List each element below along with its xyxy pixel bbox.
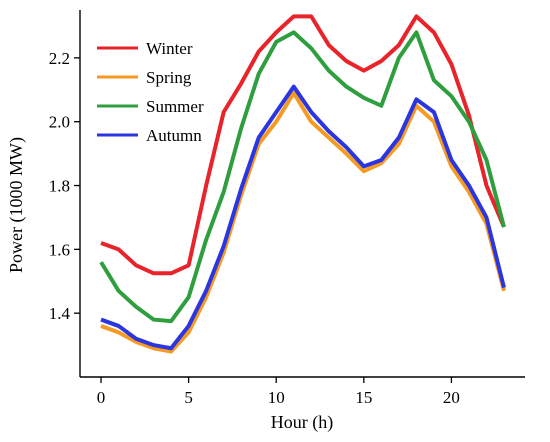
x-tick-label: 5 bbox=[184, 388, 193, 407]
series-line-spring bbox=[100, 90, 506, 354]
legend-label-autumn: Autumn bbox=[146, 126, 202, 145]
plot-area bbox=[99, 14, 506, 354]
series-line-autumn bbox=[100, 84, 506, 351]
axes: 0 5 10 15 20 1.4 1.6 1.8 2.0 2.2 bbox=[49, 10, 525, 407]
x-tick-label: 15 bbox=[355, 388, 372, 407]
series-line-summer bbox=[99, 30, 506, 324]
x-tick-label: 0 bbox=[97, 388, 106, 407]
y-axis-title: Power (1000 MW) bbox=[6, 137, 27, 273]
legend-label-spring: Spring bbox=[146, 68, 192, 87]
legend: Winter Spring Summer Autumn bbox=[97, 39, 204, 145]
x-tick-label: 10 bbox=[268, 388, 285, 407]
legend-label-winter: Winter bbox=[146, 39, 193, 58]
x-tick-label: 20 bbox=[443, 388, 460, 407]
y-tick-label: 1.4 bbox=[49, 304, 71, 323]
legend-label-summer: Summer bbox=[146, 97, 204, 116]
series-line-winter bbox=[100, 14, 506, 276]
y-tick-label: 1.8 bbox=[49, 177, 70, 196]
y-tick-label: 2.0 bbox=[49, 113, 70, 132]
y-tick-label: 2.2 bbox=[49, 49, 70, 68]
y-tick-label: 1.6 bbox=[49, 240, 70, 259]
x-axis-title: Hour (h) bbox=[271, 412, 333, 433]
